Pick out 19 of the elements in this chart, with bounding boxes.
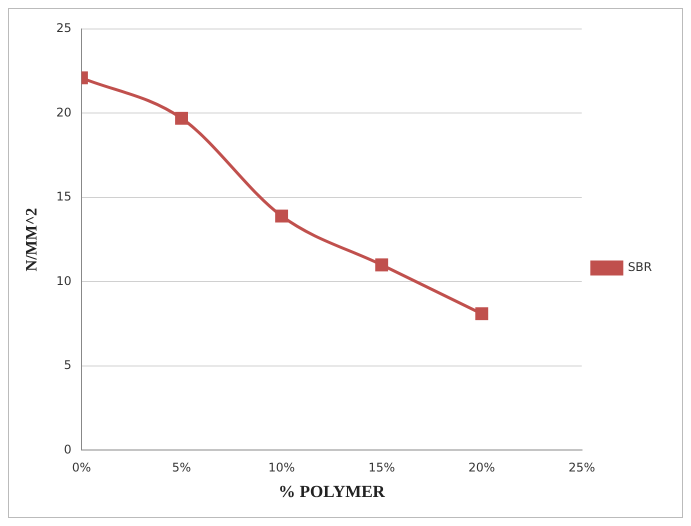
y-tick-label: 10	[56, 274, 72, 288]
point	[275, 210, 288, 222]
x-tick-label: 10%	[268, 460, 295, 475]
y-tick-label: 20	[56, 105, 72, 120]
y-tick-label: 5	[64, 358, 72, 372]
x-axis-title: % POLYMER	[278, 482, 386, 502]
y-tick-label: 25	[56, 21, 72, 36]
point	[175, 112, 188, 125]
y-axis-title: N/MM^2	[24, 208, 41, 272]
legend-label: SBR	[628, 260, 652, 274]
x-tick-label: 25%	[568, 460, 596, 475]
y-tick-label: 0	[64, 442, 72, 456]
x-tick-label: 5%	[172, 460, 192, 475]
point	[475, 307, 488, 320]
x-tick-label: 0%	[72, 460, 91, 475]
x-tick-label: 15%	[368, 460, 396, 475]
x-tick-label: 20%	[468, 460, 496, 475]
y-tick-label: 15	[56, 190, 72, 204]
point	[375, 258, 388, 272]
